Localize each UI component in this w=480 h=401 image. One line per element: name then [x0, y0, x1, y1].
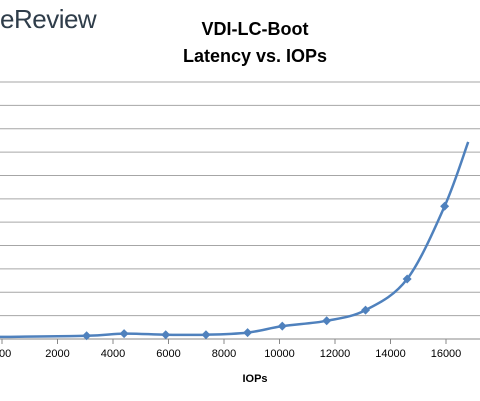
x-tick-label: 10000: [264, 348, 295, 360]
x-axis-ticks: 000 2000 4000 6000 8000 10000 12000 14000 16000: [0, 339, 461, 360]
data-point-marker: [322, 316, 332, 326]
data-point-marker: [440, 201, 450, 211]
data-point-marker: [402, 274, 412, 284]
chart-subtitle: Latency vs. IOPs: [183, 46, 327, 66]
chart-title: VDI-LC-Boot: [202, 19, 309, 39]
x-tick-label: 16000: [431, 348, 462, 360]
x-tick-label: 8000: [212, 348, 236, 360]
data-point-marker: [161, 330, 171, 340]
gridlines: [0, 81, 480, 340]
series-markers: [82, 201, 450, 341]
x-tick-label: 4000: [101, 348, 125, 360]
series-line: [0, 141, 470, 339]
logo-text: eReview: [0, 4, 97, 34]
data-point-marker: [82, 331, 92, 341]
data-point-marker: [119, 329, 129, 339]
x-tick-label: 12000: [320, 348, 351, 360]
x-tick-label: 2000: [45, 348, 69, 360]
data-point-marker: [243, 328, 253, 338]
x-axis-title: IOPs: [242, 373, 267, 385]
x-tick-label: 6000: [156, 348, 180, 360]
x-tick-label: 000: [0, 348, 11, 360]
data-point-marker: [201, 330, 211, 340]
data-point-marker: [361, 305, 371, 315]
x-tick-label: 14000: [375, 348, 406, 360]
data-point-marker: [277, 321, 287, 331]
